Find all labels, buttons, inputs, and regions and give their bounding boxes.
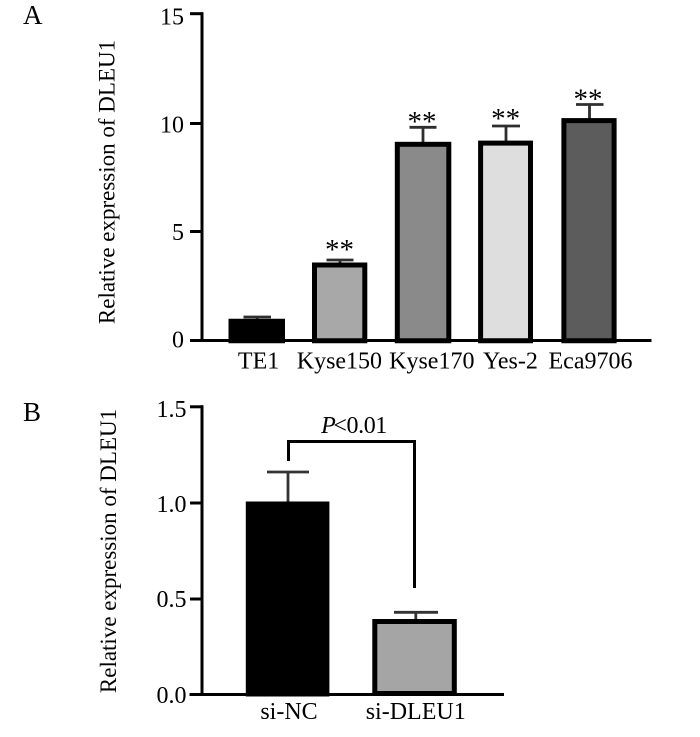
svg-text:**: ** bbox=[574, 84, 603, 116]
svg-text:TE1: TE1 bbox=[238, 349, 279, 375]
svg-text:0.5: 0.5 bbox=[157, 587, 187, 613]
svg-text:B: B bbox=[23, 397, 41, 427]
svg-text:1.5: 1.5 bbox=[157, 397, 187, 423]
svg-text:Kyse150: Kyse150 bbox=[297, 349, 382, 375]
svg-text:0: 0 bbox=[172, 328, 184, 354]
svg-text:si-NC: si-NC bbox=[260, 699, 317, 725]
svg-text:**: ** bbox=[408, 106, 437, 138]
svg-text:15: 15 bbox=[160, 4, 184, 30]
svg-text:Kyse170: Kyse170 bbox=[389, 349, 474, 375]
svg-text:1.0: 1.0 bbox=[157, 492, 187, 518]
svg-text:0.0: 0.0 bbox=[157, 683, 187, 709]
svg-text:Relative expression of DLEU1: Relative expression of DLEU1 bbox=[95, 40, 120, 324]
svg-text:Relative expression of DLEU1: Relative expression of DLEU1 bbox=[96, 409, 121, 693]
svg-text:5: 5 bbox=[172, 220, 184, 246]
svg-text:Yes-2: Yes-2 bbox=[483, 349, 538, 375]
svg-text:Eca9706: Eca9706 bbox=[549, 349, 633, 375]
svg-text:**: ** bbox=[491, 103, 520, 135]
svg-text:A: A bbox=[23, 0, 43, 30]
svg-text:si-DLEU1: si-DLEU1 bbox=[366, 699, 466, 725]
svg-text:10: 10 bbox=[160, 113, 184, 139]
svg-text:**: ** bbox=[325, 234, 354, 266]
svg-text:P<0.01: P<0.01 bbox=[320, 413, 387, 439]
